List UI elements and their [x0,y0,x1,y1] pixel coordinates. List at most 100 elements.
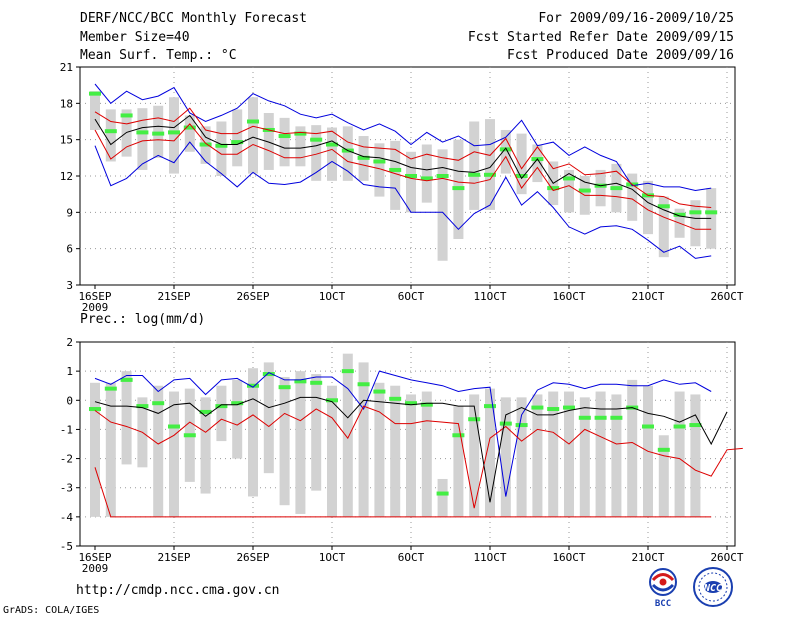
median-marker [405,401,417,406]
x-tick-label: 21OCT [631,551,664,564]
median-marker [183,125,196,130]
spread-box [564,169,574,213]
plot-frame [79,341,736,547]
series-upper-line [94,107,712,208]
spread-box [611,394,622,517]
median-marker [310,380,323,385]
spread-box [437,149,448,261]
spread-box [358,362,369,517]
footer-logos: BCC NCC [649,567,733,609]
spread-box [105,109,116,162]
median-marker [231,140,244,145]
x-tick-label: 1OCT [319,551,346,564]
median-marker [104,129,117,134]
spread-box [485,119,495,210]
ncc-logo: NCC [693,567,733,607]
x-tick-label: 1OCT [319,290,346,303]
median-marker [468,172,481,177]
x-tick-label: 21OCT [631,290,664,303]
y-tick-label: 12 [60,170,73,183]
spread-box [532,144,543,183]
spread-box [137,108,148,170]
spread-box [248,368,258,497]
median-marker [120,113,133,118]
median-marker [247,119,259,124]
spread-box [311,374,322,491]
bcc-logo-text: BCC [655,599,671,609]
series-lower-line [94,467,712,518]
x-tick-label: 21SEP [157,551,190,564]
y-tick-label: 3 [66,279,73,292]
spread-box [248,97,258,174]
median-marker [563,405,575,410]
median-marker [436,174,449,178]
y-tick-label: 21 [60,61,73,74]
spread-box [658,435,669,517]
median-marker [563,176,575,181]
spread-box [627,379,638,517]
median-marker [215,404,228,409]
spread-box [469,394,480,517]
y-tick-label: -2 [60,453,73,466]
median-marker [499,147,512,152]
median-marker [168,130,180,135]
median-marker [310,137,323,142]
median-marker [468,417,481,422]
median-marker [215,143,228,148]
spread-box [90,91,100,130]
y-tick-label: 6 [66,243,73,256]
median-marker [436,491,449,496]
median-marker [657,204,670,209]
spread-box [579,397,590,517]
spread-box [200,397,211,494]
spread-box [421,144,432,203]
x-tick-label: 26OCT [710,290,743,303]
footer-url[interactable]: http://cmdp.ncc.cma.gov.cn [76,583,280,598]
spread-box [595,391,606,517]
x-year-label: 2009 [82,562,109,575]
median-marker [705,210,718,215]
spread-box [674,391,685,517]
grads-credit: GrADS: COLA/IGES [3,605,100,616]
bcc-logo: BCC [649,568,677,609]
median-marker [452,433,465,438]
y-tick-label: 9 [66,206,73,219]
series-mean-line [94,396,728,503]
x-year-label: 2009 [82,301,109,314]
x-tick-label: 6OCT [398,290,425,303]
spread-box [169,391,179,517]
series-max-line [94,83,712,192]
chart-panel-1: -5 -4 -3 -2 -1 0 1 2 16SEP 21SEP 26SEP 1OCT 6OCT 11OC… [60,312,744,575]
forecast-period: For 2009/09/16-2009/10/25 [538,11,734,26]
precip-title: Prec.: log(mm/d) [80,312,205,327]
median-marker [642,424,654,429]
y-tick-label: 0 [66,394,73,407]
x-tick-label: 6OCT [398,551,425,564]
median-marker [420,176,433,181]
median-marker [452,186,465,191]
series-mean-line [94,114,712,219]
spread-box [690,394,701,517]
y-tick-label: 15 [60,134,73,147]
spread-box [263,362,274,474]
spread-box [121,371,132,465]
median-marker [420,402,433,407]
spread-box [658,196,669,258]
spread-box [216,385,227,442]
median-marker [278,385,291,390]
median-marker [89,407,101,412]
y-tick-label: -4 [60,511,74,524]
median-marker [357,155,370,160]
spread-box [516,397,527,517]
spread-box [342,353,353,517]
spread-box [311,125,322,181]
variable-label: Mean Surf. Temp.: °C [80,48,237,63]
median-marker [610,415,623,420]
x-tick-label: 16OCT [552,551,585,564]
median-marker [104,386,117,391]
spread-box [532,394,543,517]
y-tick-label: 18 [60,97,73,110]
spread-box [374,382,385,517]
ncc-logo-text: NCC [703,583,722,594]
